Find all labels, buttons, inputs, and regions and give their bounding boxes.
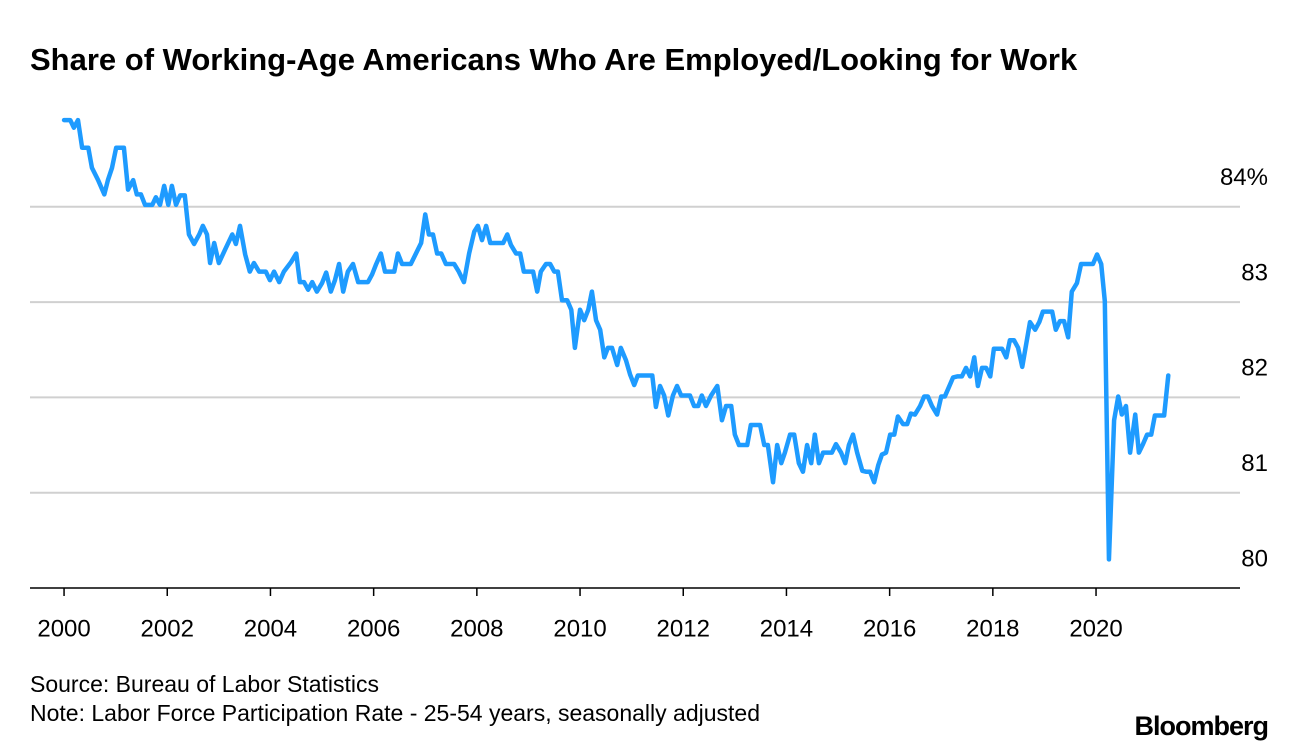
note: Note: Labor Force Participation Rate - 2…: [30, 700, 760, 726]
x-tick-label: 2010: [553, 615, 606, 642]
y-tick-label: 80: [1241, 545, 1268, 572]
x-tick-label: 2006: [347, 615, 400, 642]
x-tick-label: 2000: [37, 615, 90, 642]
x-tick-label: 2004: [244, 615, 297, 642]
x-tick-label: 2014: [760, 615, 813, 642]
x-tick-label: 2002: [141, 615, 194, 642]
data-line: [61, 117, 1171, 562]
x-tick-label: 2012: [657, 615, 710, 642]
x-tick-label: 2008: [450, 615, 503, 642]
source: Source: Bureau of Labor Statistics: [30, 671, 379, 697]
y-tick-label: 84%: [1220, 164, 1268, 191]
x-tick-label: 2016: [863, 615, 916, 642]
brand-logo: Bloomberg: [1134, 711, 1268, 741]
y-tick-label: 81: [1241, 450, 1268, 477]
y-tick-label: 82: [1241, 355, 1268, 382]
chart-title: Share of Working-Age Americans Who Are E…: [30, 42, 1078, 77]
x-tick-label: 2018: [966, 615, 1019, 642]
y-tick-label: 83: [1241, 259, 1268, 286]
x-tick-label: 2020: [1069, 615, 1122, 642]
